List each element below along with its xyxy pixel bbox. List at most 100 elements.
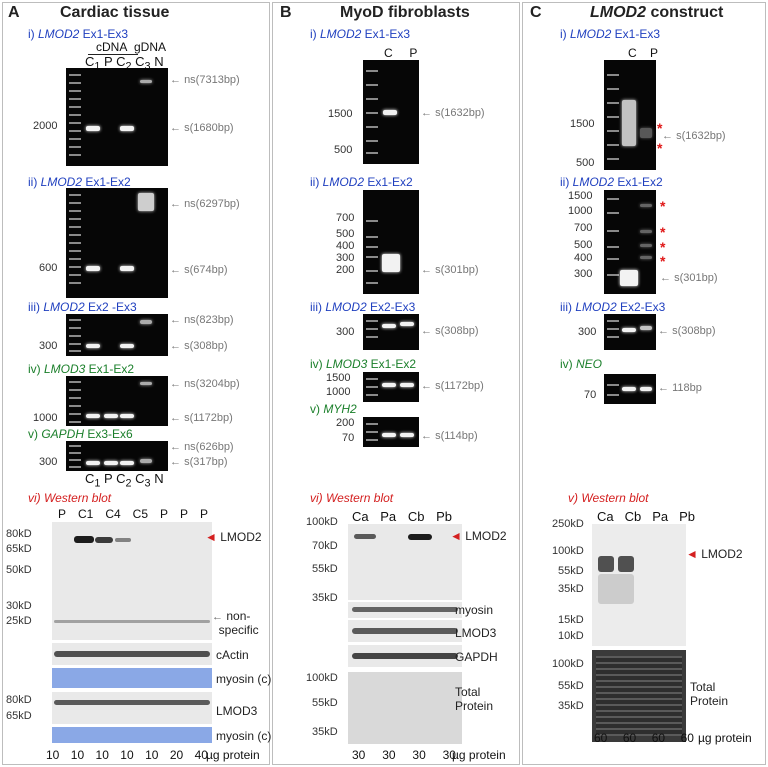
- panel-c-letter: C: [530, 4, 542, 21]
- a-wb-main: [52, 522, 212, 640]
- panel-a-title: Cardiac tissue: [60, 4, 170, 21]
- b-wb-total: [348, 672, 462, 744]
- b-wb-label: vi) Western blot: [310, 491, 394, 505]
- a-wb-unit: µg protein: [206, 748, 260, 762]
- a-gel-iii-marker: 300: [39, 340, 58, 352]
- c-gel-iii-marker: 300: [578, 326, 597, 338]
- c-gel-iv: [604, 374, 656, 404]
- a-gel-ii-marker: 600: [39, 262, 58, 274]
- c-wb-amounts: 60 60 60 60: [594, 731, 694, 745]
- a-wb-cactin: [52, 643, 212, 665]
- c-gel-ii: [604, 190, 656, 294]
- c-gel-i: [604, 60, 656, 170]
- a-wb-lmod2: ◄ LMOD2: [205, 530, 262, 544]
- b-gel-ii-label: ii) LMOD2 Ex1-Ex2: [310, 175, 413, 189]
- b-gel-i-label: i) LMOD2 Ex1-Ex3: [310, 27, 411, 41]
- a-wb-myosin-stain: [52, 668, 212, 688]
- a-gel-ii: [66, 188, 168, 298]
- c-wb-main: [592, 524, 686, 646]
- b-wb-m100b: 100kD: [306, 672, 338, 684]
- c-wb-label: v) Western blot: [568, 491, 649, 505]
- a-gel-iv-marker: 1000: [33, 412, 58, 424]
- a-gel-v-s: ← s(317bp): [170, 456, 228, 468]
- c-gel-iv-label: iv) NEO: [560, 357, 603, 371]
- b-wb-unit: µg protein: [452, 748, 506, 762]
- c-gel-ii-m400: 400: [574, 252, 593, 264]
- a-gel-ii-s: ← s(674bp): [170, 264, 228, 276]
- b-wb-lmod3: [348, 620, 462, 642]
- b-gel-i-m1500: 1500: [328, 108, 353, 120]
- a-gel-v-label: v) GAPDH Ex3-Ex6: [28, 427, 133, 441]
- b-gel-i-lanes: C P: [384, 46, 418, 60]
- b-gel-iii-s: ← s(308bp): [421, 325, 479, 337]
- b-wb-m55: 55kD: [312, 563, 338, 575]
- c-gel-ii-m300: 300: [574, 268, 593, 280]
- a-gel-i-ns: ← ns(7313bp): [170, 74, 240, 86]
- c-wb-unit: µg protein: [698, 731, 752, 745]
- b-gel-iii: [363, 314, 419, 350]
- b-gel-i: [363, 60, 419, 164]
- c-gel-ii-m500: 500: [574, 239, 593, 251]
- b-gel-v-label: v) MYH2: [310, 402, 357, 416]
- b-wb-lmod3-label: LMOD3: [455, 626, 497, 640]
- b-wb-m35: 35kD: [312, 592, 338, 604]
- a-gel-iii-ns: ← ns(823bp): [170, 314, 234, 326]
- c-wb-m55: 55kD: [558, 565, 584, 577]
- c-gel-ii-star-2: *: [660, 224, 666, 240]
- a-gel-i: [66, 68, 168, 166]
- a-wb-myosin-label-2: myosin (c): [216, 729, 272, 743]
- c-gel-ii-m1500: 1500: [568, 190, 593, 202]
- b-gel-ii-m700: 700: [336, 212, 355, 224]
- a-gdna-label: gDNA: [134, 40, 167, 54]
- a-gel-v-marker: 300: [39, 456, 58, 468]
- c-gel-iv-marker: 70: [584, 389, 597, 401]
- a-gel-iii-s: ← s(308bp): [170, 340, 228, 352]
- b-gel-iv-s: ← s(1172bp): [421, 380, 484, 392]
- panel-c-title: LMOD2 construct: [590, 4, 724, 21]
- a-gel-i-marker: 2000: [33, 120, 58, 132]
- a-wb-nonspecific: ← non- specific: [212, 609, 259, 637]
- a-wb-label: vi) Western blot: [28, 491, 112, 505]
- c-gel-i-lanes: C P: [628, 46, 659, 60]
- a-wb-m25: 25kD: [6, 615, 32, 627]
- a-wb-cactin-label: cActin: [216, 648, 249, 662]
- panel-b-title: MyoD fibroblasts: [340, 4, 470, 21]
- panel-a-letter: A: [8, 4, 20, 21]
- c-gel-iv-s: ← 118bp: [658, 382, 702, 394]
- b-wb-gapdh: [348, 645, 462, 667]
- b-gel-v: [363, 417, 419, 447]
- a-gel-iii: [66, 314, 168, 356]
- a-cdna-line: [88, 54, 138, 55]
- b-wb-main: [348, 524, 462, 600]
- a-gel-ii-ns: ← ns(6297bp): [170, 198, 240, 210]
- a-wb-lmod3-label: LMOD3: [216, 704, 258, 718]
- c-gel-ii-m700: 700: [574, 222, 593, 234]
- c-gel-i-s: ← s(1632bp): [662, 130, 726, 142]
- c-gel-iii-s: ← s(308bp): [658, 325, 716, 337]
- c-wb-m100: 100kD: [552, 545, 584, 557]
- b-gel-iv-m1000: 1000: [326, 386, 351, 398]
- c-gel-ii-m1000: 1000: [568, 205, 593, 217]
- a-lanes-top: C1 P C2 C3 N: [85, 54, 164, 73]
- b-gel-ii-m300: 300: [336, 252, 355, 264]
- b-gel-ii-m400: 400: [336, 240, 355, 252]
- a-gel-i-s: ← s(1680bp): [170, 122, 234, 134]
- a-gel-ii-label: ii) LMOD2 Ex1-Ex2: [28, 175, 131, 189]
- c-gel-ii-star-1: *: [660, 198, 666, 214]
- b-gel-v-m200: 200: [336, 417, 355, 429]
- a-wb-myosin-label: myosin (c): [216, 672, 272, 686]
- c-wb-total-label: Total Protein: [690, 680, 729, 708]
- c-gel-i-m1500: 1500: [570, 118, 595, 130]
- c-gel-i-star-2: *: [657, 140, 663, 156]
- c-wb-m100b: 100kD: [552, 658, 584, 670]
- b-gel-ii-m500: 500: [336, 228, 355, 240]
- a-gel-iii-label: iii) LMOD2 Ex2 -Ex3: [28, 300, 137, 314]
- a-wb-lanes: P C1 C4 C5 P P P: [58, 507, 208, 521]
- a-wb-m65: 65kD: [6, 543, 32, 555]
- b-wb-amounts: 30 30 30 30: [352, 748, 456, 762]
- a-wb-m30: 30kD: [6, 600, 32, 612]
- b-gel-v-s: ← s(114bp): [421, 430, 478, 442]
- b-wb-lmod2: ◄ LMOD2: [450, 529, 507, 543]
- a-gel-v-ns: ← ns(626bp): [170, 441, 234, 453]
- b-wb-m70: 70kD: [312, 540, 338, 552]
